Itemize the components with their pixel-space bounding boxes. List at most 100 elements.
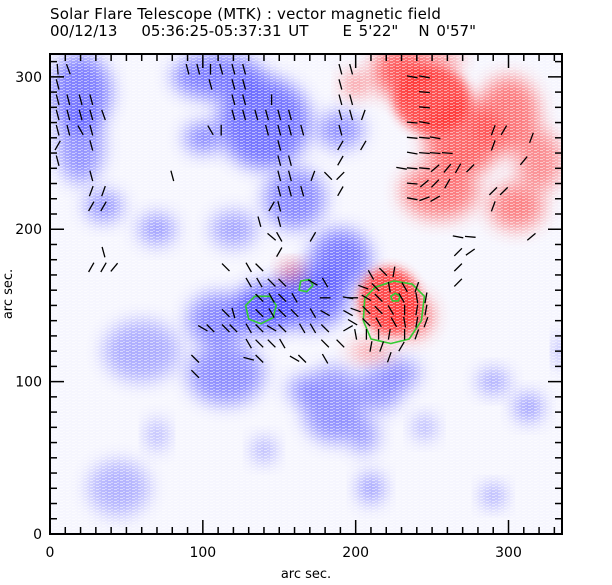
field-vector [278,293,287,303]
field-vector [424,292,428,304]
field-vector [278,324,287,333]
field-vector [231,307,236,319]
field-vector [276,247,283,258]
field-vector [255,308,264,318]
field-vector [443,163,452,173]
field-vector [406,75,418,79]
chart-title: Solar Flare Telescope (MTK) : vector mag… [50,5,442,23]
field-vector [519,156,528,166]
field-vector [110,262,119,272]
field-vector [360,140,367,151]
field-vector [287,170,292,182]
field-vector [278,278,287,287]
field-vector [414,329,420,340]
field-vector [297,354,307,363]
field-vector [196,63,201,75]
field-vector [429,151,441,155]
noise-texture [50,54,562,534]
field-vector [307,279,318,286]
field-vector [419,120,430,125]
field-vector [350,307,361,313]
field-vector [454,163,462,174]
field-vector [231,79,236,90]
field-vector [419,90,430,94]
field-vector [358,284,369,290]
field-vector [221,263,230,272]
field-vector [406,121,418,124]
field-vector [257,216,262,227]
field-vector [490,124,496,136]
field-vector [338,109,343,121]
x-tick-label: 200 [342,545,369,561]
field-vector [264,109,270,121]
field-vector [255,354,264,363]
field-vector [101,109,106,121]
field-vector [245,262,252,273]
position-east: E 5'22" [342,22,399,40]
field-vector [88,201,95,212]
field-vector [245,277,252,288]
field-vector [290,308,299,318]
field-vector [466,164,475,173]
field-vector [55,109,60,121]
field-vector [387,281,391,293]
field-vector [500,125,508,136]
field-vector [369,341,373,352]
field-vector [101,246,106,258]
field-vector [386,351,392,363]
field-vector [287,124,292,136]
field-vector [367,269,375,280]
field-vector [406,136,418,139]
field-vector [267,339,276,348]
field-vector [499,186,509,196]
field-vector [419,75,430,79]
field-vector [242,109,247,121]
field-vector [452,235,464,239]
field-vector [398,341,405,352]
field-vector [300,124,305,136]
field-vector [362,317,371,327]
field-vector [337,186,344,197]
field-vector [208,79,213,90]
field-vector [444,178,451,189]
position-north: N 0'57" [418,22,476,40]
field-vector [255,324,264,333]
field-vector [419,151,430,155]
field-vector [309,231,317,242]
field-vector [78,109,83,121]
field-vector [453,278,463,287]
field-vector [231,94,236,106]
field-vector [419,196,430,202]
field-vector [255,263,264,272]
field-vector [77,125,84,136]
field-vector [336,171,345,181]
field-vector [320,324,330,333]
field-vector [276,231,283,242]
field-vector [528,132,534,144]
field-vector [242,63,247,75]
field-vector [338,94,343,106]
field-vector [289,355,300,362]
field-vector [264,124,270,136]
field-vector [207,125,214,136]
field-vector [197,325,208,332]
field-vector [279,338,286,349]
field-vector [453,263,463,272]
field-vector [268,201,275,212]
field-vector [190,354,200,363]
field-vector [343,325,354,332]
field-vector [490,201,496,212]
field-vector [406,167,418,170]
field-vector [415,304,419,316]
field-vector [89,124,94,136]
field-vector [298,323,306,334]
field-vector [419,167,430,170]
field-vector [338,63,343,75]
x-tick-labels: 0 100 200 300 [46,545,522,561]
axes: 0 100 200 300 0 100 200 300 arc sec. arc sec. [1,53,563,582]
contour-negative-small [298,278,314,293]
field-vector [255,339,264,348]
field-vector [337,140,344,151]
field-vector [526,232,536,241]
field-vector [310,170,316,182]
